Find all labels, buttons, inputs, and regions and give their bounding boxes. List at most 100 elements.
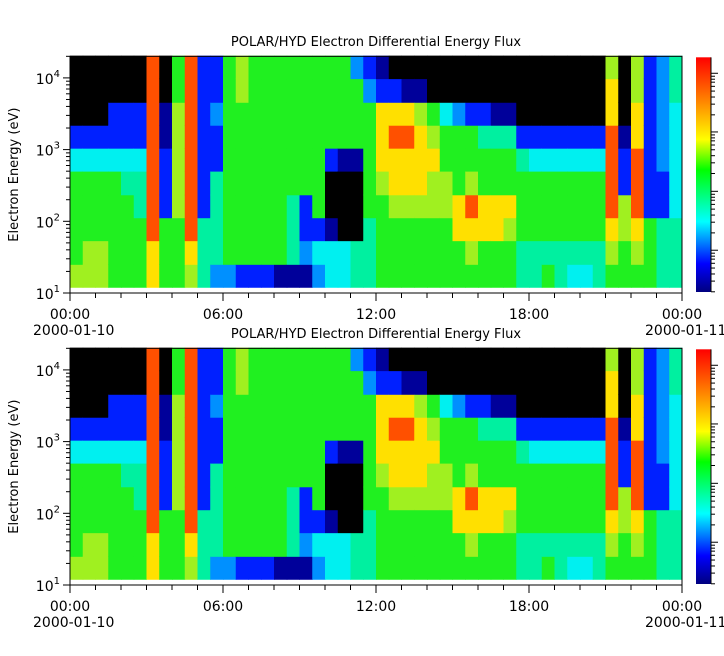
heatmap-cell — [121, 509, 135, 534]
heatmap-cell — [503, 55, 517, 80]
heatmap-cell — [121, 171, 135, 196]
heatmap-cell — [363, 370, 377, 395]
heatmap-cell — [605, 394, 619, 418]
heatmap-cell — [197, 125, 211, 149]
heatmap-cell — [592, 102, 606, 126]
heatmap-cell — [529, 532, 543, 557]
heatmap-cell — [439, 240, 453, 265]
heatmap-cell — [541, 102, 555, 126]
heatmap-cell — [605, 55, 619, 80]
heatmap-cell — [541, 194, 555, 219]
heatmap-cell — [503, 194, 517, 219]
heatmap-cell — [133, 532, 147, 557]
heatmap-cell — [669, 78, 683, 103]
heatmap-cell — [197, 217, 211, 242]
heatmap-cell — [656, 486, 670, 511]
heatmap-cell — [580, 440, 594, 464]
heatmap-cell — [363, 347, 377, 372]
heatmap-cell — [643, 532, 657, 557]
heatmap-cell — [133, 125, 147, 149]
heatmap-cell — [643, 486, 657, 511]
heatmap-cell — [95, 240, 109, 265]
heatmap-cell — [223, 240, 237, 265]
heatmap-cell — [299, 171, 313, 196]
heatmap-cell — [414, 417, 428, 441]
heatmap-cell — [631, 556, 645, 580]
heatmap-cell — [235, 55, 249, 80]
heatmap-cell — [669, 370, 683, 395]
heatmap-cell — [223, 532, 237, 557]
heatmap-cell — [235, 102, 249, 126]
heatmap-cell — [388, 102, 402, 126]
heatmap-cell — [82, 370, 96, 395]
heatmap-cell — [643, 78, 657, 103]
heatmap-cell — [172, 417, 186, 441]
heatmap-cell — [146, 148, 160, 172]
heatmap-cell — [529, 509, 543, 534]
heatmap-cell — [159, 264, 173, 288]
heatmap-cell — [274, 509, 288, 534]
heatmap-cell — [643, 148, 657, 172]
heatmap-cell — [197, 171, 211, 196]
heatmap-cell — [184, 486, 198, 511]
heatmap-cell — [401, 78, 415, 103]
heatmap-cell — [261, 347, 275, 372]
heatmap-cell — [223, 509, 237, 534]
heatmap-cell — [478, 102, 492, 126]
heatmap-cell — [643, 55, 657, 80]
heatmap-cell — [490, 509, 504, 534]
heatmap-cell — [286, 102, 300, 126]
heatmap-cell — [376, 171, 390, 196]
heatmap-cell — [656, 194, 670, 219]
heatmap-cell — [146, 171, 160, 196]
heatmap-cell — [414, 148, 428, 172]
heatmap-cell — [108, 102, 122, 126]
heatmap-cell — [108, 556, 122, 580]
heatmap-cell — [235, 148, 249, 172]
heatmap-cell — [70, 370, 84, 395]
heatmap-cell — [554, 440, 568, 464]
heatmap-cell — [108, 370, 122, 395]
heatmap-cell — [95, 394, 109, 418]
colorbar — [696, 57, 711, 293]
heatmap-cell — [274, 240, 288, 265]
heatmap-cell — [414, 78, 428, 103]
heatmap-cell — [478, 240, 492, 265]
heatmap-cell — [401, 417, 415, 441]
heatmap-cell — [567, 532, 581, 557]
heatmap-cell — [414, 264, 428, 288]
heatmap-cell — [580, 240, 594, 265]
heatmap-cell — [554, 171, 568, 196]
heatmap-cell — [605, 194, 619, 219]
heatmap-cell — [146, 509, 160, 534]
heatmap-cell — [172, 463, 186, 488]
heatmap-cell — [146, 240, 160, 265]
heatmap-cell — [312, 463, 326, 488]
heatmap-cell — [248, 417, 262, 441]
heatmap-cell — [656, 440, 670, 464]
heatmap-cell — [490, 394, 504, 418]
heatmap-cell — [82, 556, 96, 580]
heatmap-cell — [299, 509, 313, 534]
heatmap-cell — [274, 102, 288, 126]
heatmap-cell — [286, 347, 300, 372]
heatmap-cell — [503, 148, 517, 172]
heatmap-cell — [503, 463, 517, 488]
heatmap-cell — [223, 217, 237, 242]
heatmap-cell — [159, 171, 173, 196]
heatmap-cell — [631, 102, 645, 126]
heatmap-cell — [452, 240, 466, 265]
heatmap-cell — [312, 440, 326, 464]
heatmap-cell — [478, 370, 492, 395]
x-tick-label: 00:00 — [50, 307, 90, 323]
heatmap-cell — [286, 394, 300, 418]
heatmap-cell — [172, 55, 186, 80]
heatmap-cell — [656, 240, 670, 265]
heatmap-cell — [337, 55, 351, 80]
heatmap-cell — [95, 347, 109, 372]
heatmap-cell — [312, 78, 326, 103]
y-tick-base: 10 — [36, 72, 54, 88]
heatmap-cell — [414, 194, 428, 219]
heatmap-cell — [248, 556, 262, 580]
heatmap-cell — [108, 148, 122, 172]
